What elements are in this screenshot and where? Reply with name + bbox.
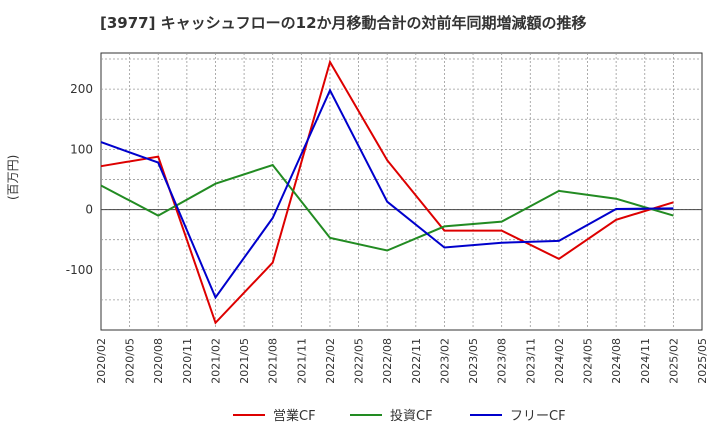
x-tick-label: 2023/08: [496, 338, 509, 384]
x-tick-label: 2021/11: [295, 338, 308, 384]
x-tick-label: 2023/11: [524, 338, 537, 384]
x-tick-label: 2022/02: [324, 338, 337, 384]
x-tick-label: 2024/05: [582, 338, 595, 384]
plot-frame: [100, 52, 703, 331]
x-tick-label: 2023/02: [438, 338, 451, 384]
x-tick-label: 2023/05: [467, 338, 480, 384]
x-tick-label: 2020/11: [181, 338, 194, 384]
x-tick-label: 2021/05: [238, 338, 251, 384]
x-tick-label: 2025/02: [667, 338, 680, 384]
x-tick-label: 2020/02: [95, 338, 108, 384]
series-line-営業cf: [100, 59, 674, 325]
y-tick-label: -100: [66, 263, 93, 277]
chart-title: [3977] キャッシュフローの12か月移動合計の対前年同期増減額の推移: [100, 14, 587, 32]
x-tick-label: 2020/05: [124, 338, 137, 384]
x-tick-label: 2020/08: [152, 338, 165, 384]
y-tick-label: 200: [70, 82, 93, 96]
x-tick-label: 2025/05: [696, 338, 709, 384]
legend-label: 投資CF: [390, 408, 433, 424]
x-tick-label: 2024/08: [610, 338, 623, 384]
y-tick-label: 100: [70, 142, 93, 156]
legend-label: 営業CF: [273, 408, 316, 424]
x-tick-label: 2022/08: [381, 338, 394, 384]
series-line-投資cf: [100, 163, 674, 252]
x-tick-label: 2022/11: [410, 338, 423, 384]
x-tick-label: 2021/02: [209, 338, 222, 384]
legend-label: フリーCF: [510, 409, 566, 424]
x-tick-label: 2021/08: [267, 338, 280, 384]
x-tick-label: 2024/02: [553, 338, 566, 384]
x-tick-label: 2024/11: [639, 338, 652, 384]
y-tick-label: 0: [85, 203, 93, 217]
x-tick-label: 2022/05: [353, 338, 366, 384]
series-line-フリーcf: [100, 87, 674, 300]
